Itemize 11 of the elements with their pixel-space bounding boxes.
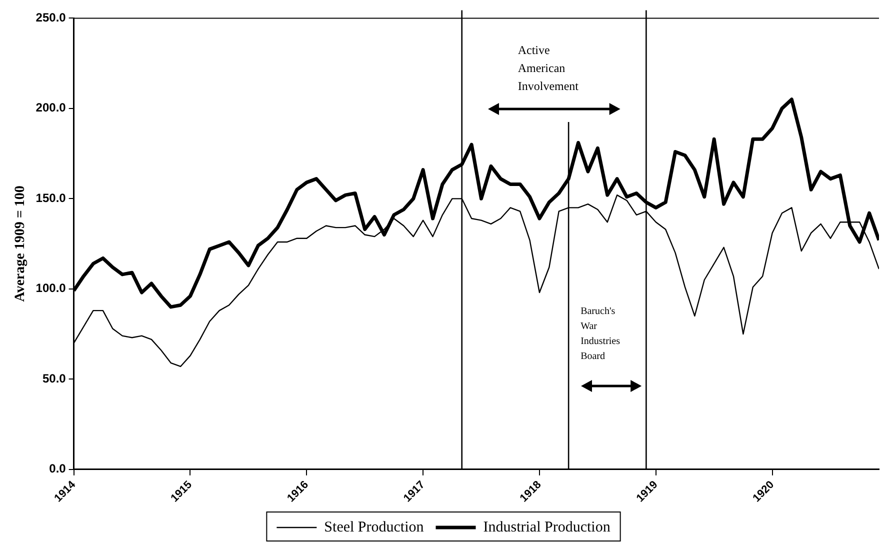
annotation: Active American Involvement (518, 42, 579, 95)
legend-label: Steel Production (324, 519, 424, 536)
legend-label: Industrial Production (483, 519, 611, 536)
y-axis-title: Average 1909 = 100 (13, 186, 28, 302)
y-tick-label: 100.0 (36, 281, 66, 296)
y-tick-label: 150.0 (36, 190, 66, 205)
y-tick-label: 200.0 (36, 100, 66, 115)
annotation: Baruch's War Industries Board (580, 305, 620, 364)
y-tick-label: 50.0 (42, 371, 66, 386)
y-tick-label: 0.0 (49, 462, 66, 476)
y-tick-label: 250.0 (36, 10, 66, 25)
